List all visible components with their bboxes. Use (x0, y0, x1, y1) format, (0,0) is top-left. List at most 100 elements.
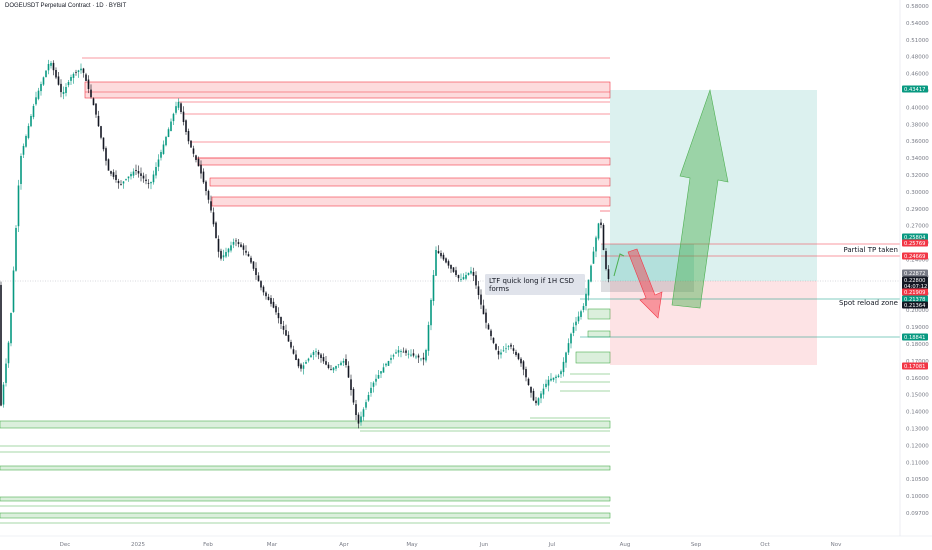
candle (430, 298, 432, 331)
candle (510, 342, 512, 350)
candle-body (180, 103, 182, 112)
candle (587, 279, 590, 301)
x-tick-label: Feb (203, 542, 213, 548)
candle-body (527, 378, 530, 385)
candle (102, 137, 105, 152)
candle-body (265, 292, 267, 297)
y-tick-label: 0.11000 (906, 460, 929, 466)
candle-body (450, 264, 452, 269)
candle-body (377, 375, 380, 379)
candle (520, 357, 522, 367)
y-tick-label: 0.40000 (906, 105, 929, 111)
candle (12, 266, 15, 313)
candle-body (445, 258, 447, 263)
candle (127, 176, 130, 182)
candle (537, 397, 540, 406)
candle-body (590, 265, 592, 282)
candle-body (507, 346, 510, 348)
candle (100, 125, 102, 140)
candle (122, 181, 125, 189)
candle (570, 332, 572, 349)
candle (162, 140, 165, 155)
candle (192, 145, 195, 158)
candle (440, 250, 442, 259)
candle-body (390, 358, 392, 360)
candle-body (587, 279, 590, 296)
candle-body (242, 245, 245, 250)
candle-body (317, 352, 320, 355)
candle (227, 247, 230, 257)
price-badge-bg (902, 276, 928, 284)
candle (477, 280, 480, 300)
candle-body (175, 106, 177, 113)
candle (560, 369, 562, 379)
candle (292, 345, 295, 355)
candle-body (240, 244, 242, 247)
candle-body (62, 92, 65, 94)
candle-body (440, 253, 442, 257)
candle-body (195, 155, 197, 160)
candle (605, 248, 607, 271)
candle (265, 291, 267, 300)
price-badge-bg (902, 252, 928, 260)
candle (417, 353, 420, 364)
candle-body (177, 102, 180, 108)
candle-body (137, 170, 140, 174)
candle (297, 358, 300, 369)
candle (177, 98, 180, 111)
candle-body (227, 248, 230, 253)
price-badge-bg (902, 85, 928, 93)
candle-body (497, 350, 500, 355)
candle (437, 245, 440, 254)
candle (17, 179, 20, 233)
candle-body (442, 254, 445, 260)
candle-body (182, 111, 185, 122)
candle-body (47, 64, 50, 71)
candle (295, 350, 297, 361)
x-tick-label: Nov (831, 542, 842, 548)
candle-body (122, 181, 125, 184)
y-tick-label: 0.32000 (906, 173, 929, 179)
candle-body (205, 181, 207, 191)
candle-body (7, 342, 10, 364)
candle-body (335, 366, 337, 369)
candle (302, 362, 305, 375)
candle (495, 343, 497, 351)
candle-body (112, 172, 115, 177)
candle-body (472, 271, 475, 276)
demand-zone (575, 351, 611, 364)
candle-body (355, 404, 357, 415)
candle (350, 374, 352, 396)
candle-body (157, 159, 160, 167)
candle-body (172, 113, 175, 122)
demand-zone (587, 330, 611, 338)
candle (360, 411, 362, 426)
y-tick-label: 0.20000 (906, 308, 929, 314)
candle (580, 309, 582, 320)
candle (462, 273, 465, 281)
price-badge: 0.17081 (902, 362, 928, 370)
candle-body (252, 261, 255, 269)
candle (107, 158, 110, 171)
candle (460, 273, 462, 282)
candle-body (125, 179, 127, 180)
x-tick-label: May (406, 542, 418, 548)
candle (340, 360, 342, 366)
candle-body (277, 313, 280, 319)
candle-body (307, 358, 310, 361)
candle-body (102, 137, 105, 150)
candle-body (85, 74, 87, 81)
candle-body (400, 351, 402, 352)
candle (312, 350, 315, 360)
candle (410, 349, 412, 357)
y-tick-label: 0.19000 (906, 325, 929, 331)
candle (565, 351, 567, 368)
price-badge: 0.25804 (902, 233, 928, 241)
candle-body (232, 242, 235, 245)
candle (585, 288, 587, 311)
candle-body (365, 402, 367, 408)
candle (367, 391, 370, 402)
y-tick-label: 0.16000 (906, 376, 929, 382)
candle-body (17, 185, 20, 227)
